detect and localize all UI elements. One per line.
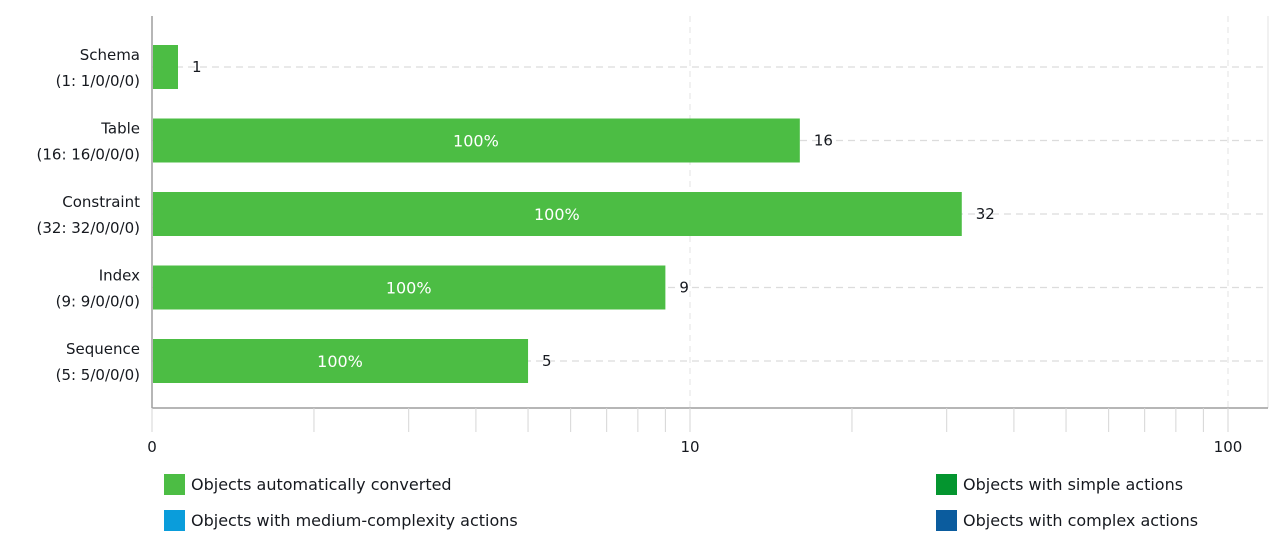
percent-label-table: 100% bbox=[453, 132, 499, 151]
value-label-constraint: 32 bbox=[976, 205, 995, 223]
category-detail-schema: (1: 1/0/0/0) bbox=[56, 72, 140, 90]
category-label-constraint: Constraint bbox=[62, 193, 140, 211]
bar-sequence bbox=[153, 339, 529, 383]
category-detail-table: (16: 16/0/0/0) bbox=[37, 146, 141, 164]
bar-index bbox=[153, 265, 666, 310]
legend-label-auto-converted: Objects automatically converted bbox=[191, 475, 452, 494]
value-label-table: 16 bbox=[814, 132, 833, 150]
legend-swatch-complex-actions bbox=[936, 510, 957, 531]
legend-item-auto-converted: Objects automatically converted bbox=[164, 474, 452, 495]
value-label-sequence: 5 bbox=[542, 352, 552, 370]
bar-table bbox=[153, 118, 800, 163]
legend-swatch-auto-converted bbox=[164, 474, 185, 495]
category-detail-constraint: (32: 32/0/0/0) bbox=[37, 219, 141, 237]
bar-constraint bbox=[153, 192, 962, 236]
percent-label-constraint: 100% bbox=[534, 205, 580, 224]
category-label-table: Table bbox=[100, 120, 140, 138]
legend-label-complex-actions: Objects with complex actions bbox=[963, 511, 1199, 530]
x-tick-label-10: 10 bbox=[680, 438, 699, 456]
category-detail-index: (9: 9/0/0/0) bbox=[56, 293, 140, 311]
legend-swatch-simple-actions bbox=[936, 474, 957, 495]
percent-label-sequence: 100% bbox=[317, 352, 363, 371]
legend-item-simple-actions: Objects with simple actions bbox=[936, 474, 1183, 495]
value-label-schema: 1 bbox=[192, 58, 202, 76]
x-tick-label-100: 100 bbox=[1214, 438, 1243, 456]
value-label-index: 9 bbox=[679, 279, 689, 297]
category-detail-sequence: (5: 5/0/0/0) bbox=[56, 366, 140, 384]
legend-swatch-medium-actions bbox=[164, 510, 185, 531]
legend-item-complex-actions: Objects with complex actions bbox=[936, 510, 1198, 531]
category-label-sequence: Sequence bbox=[66, 340, 140, 358]
bar-schema bbox=[153, 45, 178, 89]
percent-label-index: 100% bbox=[386, 279, 432, 298]
legend-label-medium-actions: Objects with medium-complexity actions bbox=[191, 511, 518, 530]
category-label-index: Index bbox=[99, 267, 140, 285]
legend-item-medium-actions: Objects with medium-complexity actions bbox=[164, 510, 518, 531]
x-tick-label-0: 0 bbox=[147, 438, 157, 456]
category-label-schema: Schema bbox=[80, 46, 140, 64]
legend-label-simple-actions: Objects with simple actions bbox=[963, 475, 1184, 494]
